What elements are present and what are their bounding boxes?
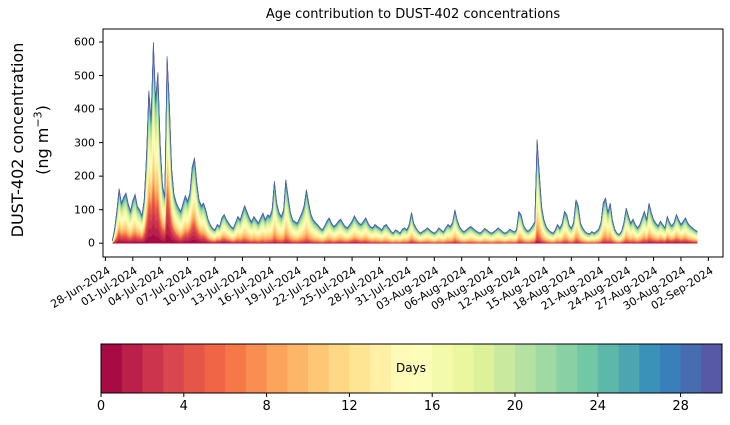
y-tick-label: 600 — [74, 35, 95, 49]
colorbar-segment-22 — [556, 344, 578, 393]
colorbar-segment-23 — [577, 344, 599, 393]
age-layer-29 — [112, 41, 698, 241]
colorbar-segment-12 — [349, 344, 371, 393]
colorbar-segment-9 — [287, 344, 309, 393]
colorbar-segment-27 — [659, 344, 682, 393]
colorbar-segment-11 — [328, 344, 350, 393]
colorbar-segment-2 — [142, 344, 164, 393]
y-axis-label-units: (ng m−3) — [32, 105, 53, 175]
colorbar-segment-10 — [308, 344, 330, 393]
colorbar-segment-21 — [535, 344, 557, 393]
colorbar-segment-6 — [225, 344, 247, 393]
colorbar-outline — [100, 343, 723, 394]
colorbar-tick-label: 0 — [96, 399, 106, 414]
colorbar-segment-16 — [432, 344, 454, 393]
colorbar-segment-17 — [452, 344, 475, 393]
colorbar-segment-4 — [183, 344, 205, 393]
colorbar-segment-20 — [515, 344, 537, 393]
colorbar-segment-25 — [618, 344, 640, 393]
y-tick-label: 200 — [74, 169, 95, 183]
colorbar-segment-0 — [101, 344, 123, 393]
y-tick-label: 0 — [88, 236, 95, 250]
colorbar-tick-label: 20 — [506, 399, 524, 414]
colorbar-segment-24 — [597, 344, 619, 393]
y-axis-label-exponent: −3 — [32, 111, 45, 128]
y-tick-label: 100 — [74, 203, 95, 217]
colorbar-tick-label: 28 — [672, 399, 689, 414]
chart-title: Age contribution to DUST-402 concentrati… — [265, 7, 561, 22]
colorbar-segment-19 — [494, 344, 516, 393]
colorbar-tick-label: 4 — [179, 399, 188, 414]
y-tick-label: 500 — [74, 69, 95, 83]
colorbar-segment-8 — [266, 344, 288, 393]
colorbar-segment-29 — [701, 344, 723, 393]
y-axis-label-line1: DUST-402 concentration — [8, 42, 27, 238]
colorbar-tick-label: 16 — [423, 399, 441, 414]
colorbar-label: Days — [396, 361, 426, 375]
colorbar-segment-18 — [473, 344, 495, 393]
colorbar-segment-5 — [204, 344, 226, 393]
colorbar-segment-14 — [390, 344, 412, 393]
y-tick-label: 300 — [74, 136, 95, 150]
colorbar-segment-7 — [245, 344, 268, 393]
y-axis-label: DUST-402 concentration (ng m−3) — [7, 0, 53, 281]
colorbar-segment-28 — [680, 344, 702, 393]
colorbar-segment-26 — [639, 344, 661, 393]
colorbar-tick-label: 12 — [341, 399, 358, 414]
colorbar-segment-15 — [411, 344, 433, 393]
colorbar-tick-label: 8 — [262, 399, 271, 414]
colorbar-tick-label: 24 — [589, 399, 607, 414]
colorbar-segment-13 — [370, 344, 392, 393]
colorbar-segment-1 — [121, 344, 143, 393]
y-tick-label: 400 — [74, 102, 95, 116]
colorbar-segment-3 — [163, 344, 185, 393]
